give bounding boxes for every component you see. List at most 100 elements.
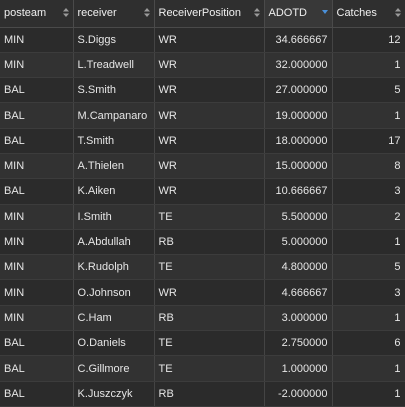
column-header-label: ADOTD — [268, 7, 308, 20]
table-header: posteam receiver ReceiverPosition ADOTD … — [0, 0, 405, 28]
adotd-cell: 18.000000 — [264, 128, 333, 154]
table-row[interactable]: BAL M.Campanaro WR 19.000000 1 — [0, 102, 405, 129]
posteam-cell: MIN — [0, 254, 74, 281]
table-row[interactable]: MIN K.Rudolph TE 4.800000 5 — [0, 254, 405, 281]
receiver-cell: K.Juszczyk — [73, 381, 155, 407]
catches-cell: 2 — [332, 204, 405, 230]
catches-cell: 1 — [332, 229, 405, 256]
catches-cell: 6 — [332, 330, 405, 357]
receiver-position-cell: TE — [154, 254, 265, 281]
receiver-cell: C.Gillmore — [73, 355, 155, 382]
sort-desc-icon[interactable] — [321, 7, 328, 18]
table-row[interactable]: BAL K.Juszczyk RB -2.000000 1 — [0, 381, 405, 407]
column-header-label: receiver — [77, 7, 117, 20]
catches-cell: 1 — [332, 305, 405, 332]
catches-cell: 1 — [332, 355, 405, 382]
column-header-receiver[interactable]: receiver — [73, 0, 155, 28]
catches-cell: 5 — [332, 254, 405, 281]
receiver-cell: C.Ham — [73, 305, 155, 332]
table-body: MIN S.Diggs WR 34.666667 12 MIN L.Treadwell WR 3… — [0, 27, 405, 407]
receiver-position-cell: TE — [154, 355, 265, 382]
adotd-cell: 27.000000 — [264, 77, 333, 104]
receiver-cell: S.Diggs — [73, 27, 155, 53]
posteam-cell: MIN — [0, 27, 74, 53]
adotd-cell: 4.800000 — [264, 254, 333, 281]
sort-icon[interactable] — [143, 7, 150, 18]
catches-cell: 1 — [332, 52, 405, 79]
adotd-cell: 1.000000 — [264, 355, 333, 382]
receiver-position-cell: WR — [154, 279, 265, 306]
posteam-cell: BAL — [0, 178, 74, 205]
receiver-cell: M.Campanaro — [73, 102, 155, 129]
column-header-posteam[interactable]: posteam — [0, 0, 74, 28]
catches-cell: 1 — [332, 102, 405, 129]
receiver-position-cell: WR — [154, 128, 265, 154]
table-row[interactable]: MIN S.Diggs WR 34.666667 12 — [0, 27, 405, 53]
table-row[interactable]: MIN C.Ham RB 3.000000 1 — [0, 305, 405, 332]
posteam-cell: MIN — [0, 153, 74, 180]
catches-cell: 17 — [332, 128, 405, 154]
receiver-position-cell: WR — [154, 52, 265, 79]
receiver-cell: A.Abdullah — [73, 229, 155, 256]
column-header-catches[interactable]: Catches — [332, 0, 405, 28]
table-row[interactable]: BAL K.Aiken WR 10.666667 3 — [0, 178, 405, 205]
table-row[interactable]: BAL C.Gillmore TE 1.000000 1 — [0, 355, 405, 382]
receiver-position-cell: WR — [154, 27, 265, 53]
posteam-cell: BAL — [0, 330, 74, 357]
adotd-cell: 19.000000 — [264, 102, 333, 129]
catches-cell: 3 — [332, 279, 405, 306]
receiver-position-cell: TE — [154, 330, 265, 357]
receiver-cell: O.Johnson — [73, 279, 155, 306]
posteam-cell: BAL — [0, 381, 74, 407]
catches-cell: 1 — [332, 381, 405, 407]
sort-icon[interactable] — [62, 7, 69, 18]
table-row[interactable]: BAL O.Daniels TE 2.750000 6 — [0, 330, 405, 357]
table-row[interactable]: MIN I.Smith TE 5.500000 2 — [0, 204, 405, 230]
column-header-label: ReceiverPosition — [158, 7, 242, 20]
column-header-label: posteam — [4, 7, 47, 20]
posteam-cell: BAL — [0, 128, 74, 154]
posteam-cell: MIN — [0, 229, 74, 256]
receiver-cell: K.Rudolph — [73, 254, 155, 281]
header-row: posteam receiver ReceiverPosition ADOTD … — [0, 0, 405, 28]
receiver-cell: O.Daniels — [73, 330, 155, 357]
posteam-cell: BAL — [0, 77, 74, 104]
sort-icon[interactable] — [394, 7, 401, 18]
receiver-position-cell: WR — [154, 102, 265, 129]
adotd-cell: 2.750000 — [264, 330, 333, 357]
adotd-cell: 3.000000 — [264, 305, 333, 332]
catches-cell: 5 — [332, 77, 405, 104]
posteam-cell: BAL — [0, 355, 74, 382]
column-header-adotd[interactable]: ADOTD — [264, 0, 333, 28]
adotd-cell: -2.000000 — [264, 381, 333, 407]
catches-cell: 3 — [332, 178, 405, 205]
posteam-cell: BAL — [0, 102, 74, 129]
posteam-cell: MIN — [0, 204, 74, 230]
posteam-cell: MIN — [0, 305, 74, 332]
posteam-cell: MIN — [0, 52, 74, 79]
sort-icon[interactable] — [253, 7, 260, 18]
table-row[interactable]: MIN A.Abdullah RB 5.000000 1 — [0, 229, 405, 256]
catches-cell: 8 — [332, 153, 405, 180]
adotd-cell: 10.666667 — [264, 178, 333, 205]
adotd-cell: 5.000000 — [264, 229, 333, 256]
table-row[interactable]: MIN O.Johnson WR 4.666667 3 — [0, 279, 405, 306]
table-row[interactable]: BAL T.Smith WR 18.000000 17 — [0, 128, 405, 154]
adotd-cell: 4.666667 — [264, 279, 333, 306]
receiver-position-cell: TE — [154, 204, 265, 230]
receiver-cell: S.Smith — [73, 77, 155, 104]
table-row[interactable]: MIN L.Treadwell WR 32.000000 1 — [0, 52, 405, 79]
catches-cell: 12 — [332, 27, 405, 53]
table-row[interactable]: BAL S.Smith WR 27.000000 5 — [0, 77, 405, 104]
table-row[interactable]: MIN A.Thielen WR 15.000000 8 — [0, 153, 405, 180]
column-header-receiverposition[interactable]: ReceiverPosition — [154, 0, 265, 28]
adotd-cell: 15.000000 — [264, 153, 333, 180]
adotd-cell: 32.000000 — [264, 52, 333, 79]
receiver-position-cell: WR — [154, 153, 265, 180]
receiver-position-cell: RB — [154, 305, 265, 332]
receiver-cell: K.Aiken — [73, 178, 155, 205]
receiver-position-cell: WR — [154, 178, 265, 205]
receiver-cell: L.Treadwell — [73, 52, 155, 79]
